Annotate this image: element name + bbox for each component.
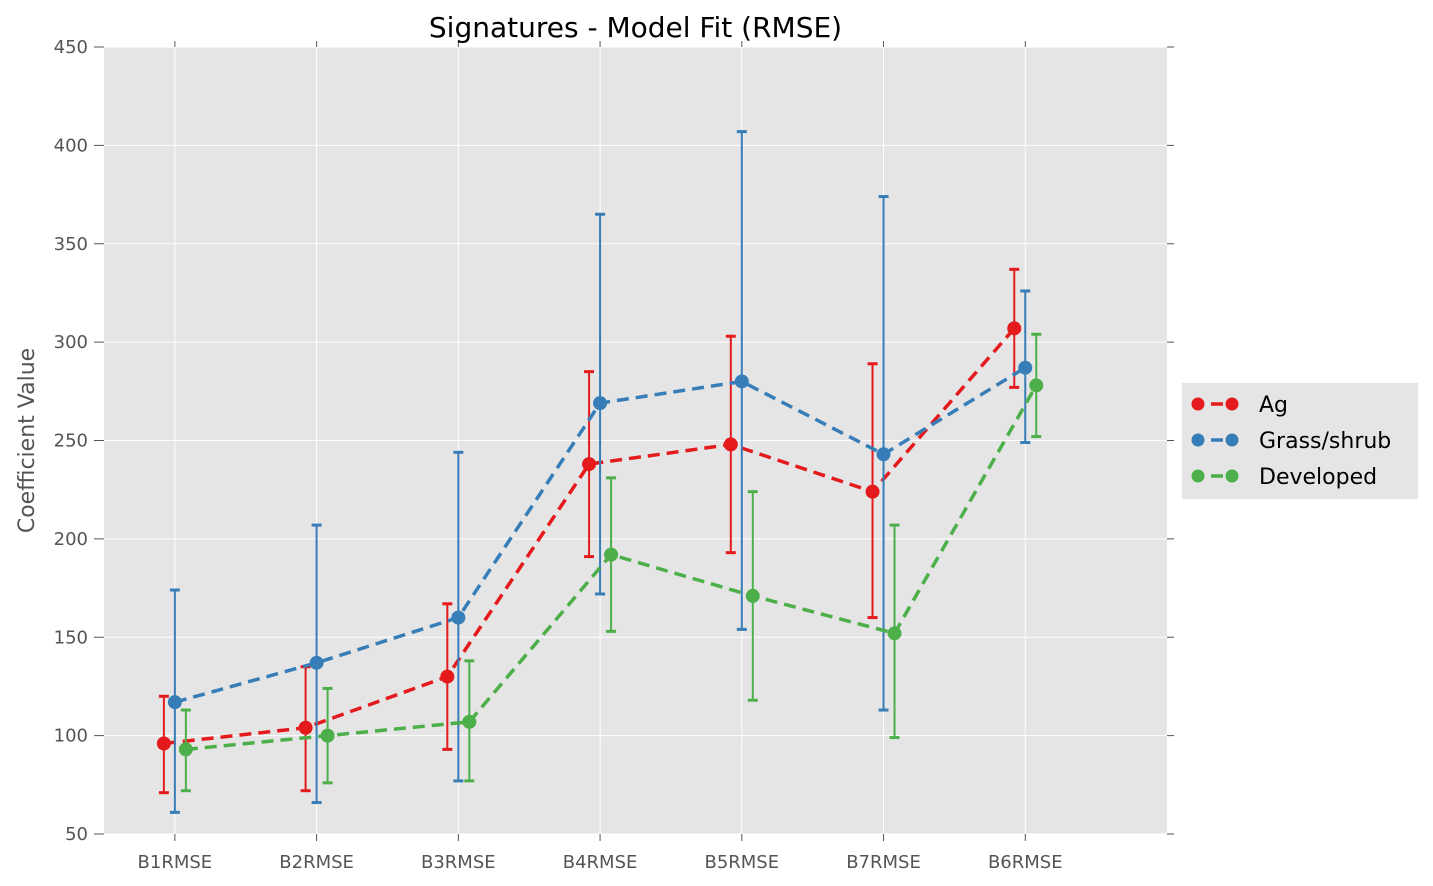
data-point bbox=[167, 695, 182, 710]
y-axis-title: Coefficient Value bbox=[15, 348, 40, 533]
x-tick-label: B5RMSE bbox=[704, 852, 779, 873]
axis-ticks: 50 100 150 200 250 300 350 400 450 B1RMSE B2RMSE B3… bbox=[54, 37, 1174, 873]
y-tick-label: 350 bbox=[54, 234, 88, 255]
series-layer bbox=[156, 130, 1044, 814]
data-point bbox=[309, 655, 324, 670]
x-tick-label: B3RMSE bbox=[421, 852, 496, 873]
data-point bbox=[320, 728, 335, 743]
x-tick-label: B7RMSE bbox=[846, 852, 921, 873]
data-point bbox=[1029, 378, 1044, 393]
data-point bbox=[156, 736, 171, 751]
legend-marker bbox=[1191, 397, 1205, 411]
data-point bbox=[440, 669, 455, 684]
data-point bbox=[178, 742, 193, 757]
data-point bbox=[734, 374, 749, 389]
y-tick-label: 250 bbox=[54, 431, 88, 452]
legend: Ag Grass/shrub Developed bbox=[1182, 383, 1418, 499]
series-developed bbox=[178, 332, 1044, 793]
data-point bbox=[887, 626, 902, 641]
data-point bbox=[582, 457, 597, 472]
y-tick-label: 200 bbox=[54, 529, 88, 550]
data-point bbox=[593, 396, 608, 411]
legend-marker bbox=[1225, 397, 1239, 411]
legend-marker bbox=[1191, 469, 1205, 483]
data-point bbox=[1007, 321, 1022, 336]
x-tick-label: B1RMSE bbox=[138, 852, 213, 873]
data-point bbox=[1018, 360, 1033, 375]
x-tick-label: B2RMSE bbox=[279, 852, 354, 873]
data-point bbox=[865, 484, 880, 499]
y-tick-label: 50 bbox=[65, 824, 88, 845]
data-point bbox=[723, 437, 738, 452]
y-tick-label: 150 bbox=[54, 627, 88, 648]
legend-item: Developed bbox=[1191, 465, 1377, 490]
data-point bbox=[451, 610, 466, 625]
chart-title: Signatures - Model Fit (RMSE) bbox=[429, 11, 842, 44]
series-ag bbox=[156, 267, 1022, 795]
legend-item: Grass/shrub bbox=[1191, 429, 1391, 454]
legend-label: Developed bbox=[1259, 465, 1377, 490]
legend-marker bbox=[1225, 469, 1239, 483]
legend-item: Ag bbox=[1191, 393, 1288, 418]
y-tick-label: 400 bbox=[54, 135, 88, 156]
x-tick-label: B4RMSE bbox=[563, 852, 638, 873]
data-point bbox=[604, 547, 619, 562]
legend-marker bbox=[1225, 433, 1239, 447]
data-point bbox=[298, 720, 313, 735]
y-tick-label: 300 bbox=[54, 332, 88, 353]
x-tick-label: B6RMSE bbox=[988, 852, 1063, 873]
data-point bbox=[745, 588, 760, 603]
series-grass-shrub bbox=[167, 130, 1033, 814]
y-tick-label: 450 bbox=[54, 37, 88, 58]
data-point bbox=[462, 714, 477, 729]
y-tick-label: 100 bbox=[54, 726, 88, 747]
legend-label: Ag bbox=[1259, 393, 1288, 418]
legend-marker bbox=[1191, 433, 1205, 447]
legend-label: Grass/shrub bbox=[1259, 429, 1391, 454]
data-point bbox=[876, 447, 891, 462]
